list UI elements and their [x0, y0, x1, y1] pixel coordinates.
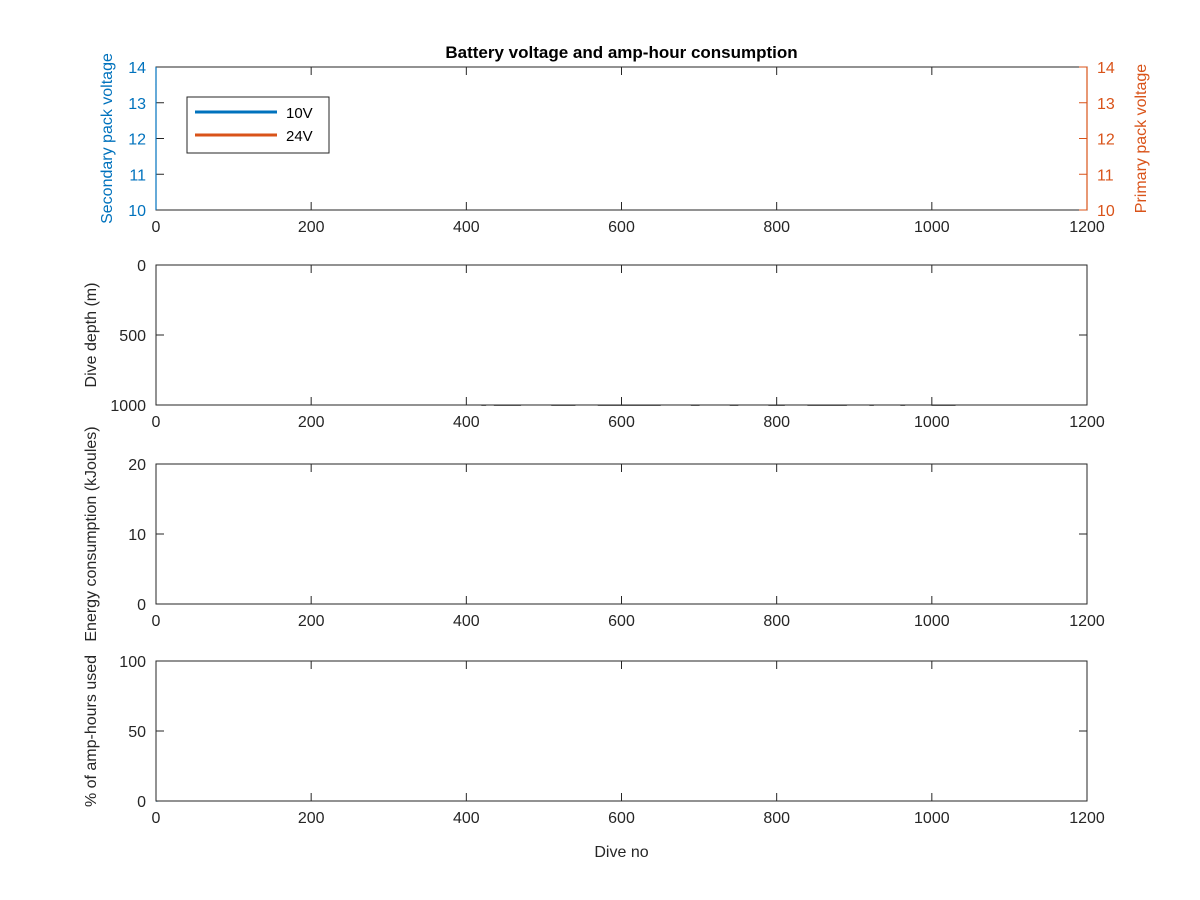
x-tick-label: 600: [608, 414, 635, 431]
x-tick-label: 800: [763, 613, 790, 630]
subplot-3: 0 200 400 600 800 1000 1200 0 10 20 Energy consump…: [83, 426, 1105, 641]
x-tick-label: 400: [453, 810, 480, 827]
y-right-tick-label: 11: [1097, 167, 1114, 184]
y-right-tick-label: 13: [1097, 96, 1115, 113]
legend-label-2: 24V: [286, 128, 313, 145]
y-tick-label: 500: [119, 328, 146, 345]
subplot-1: 0 200 400 600 800 1000 12001011121314Secondary…: [99, 43, 1150, 236]
subplot-2: 0 200 400 600 800 1000 1200 0 500 1000 Dive depth …: [83, 258, 1105, 431]
y-tick-label: 13: [128, 96, 146, 113]
x-tick-label: 0: [152, 810, 161, 827]
x-tick-label: 600: [608, 810, 635, 827]
y-axis-label: Dive depth (m): [83, 283, 100, 388]
x-tick-label: 1200: [1069, 414, 1105, 431]
y-right-tick-label: 10: [1097, 203, 1115, 220]
y-right-tick-label: 14: [1097, 60, 1115, 77]
y-tick-label: 0: [137, 258, 146, 275]
x-tick-label: 1200: [1069, 219, 1105, 236]
x-tick-label: 800: [763, 414, 790, 431]
x-tick-label: 400: [453, 613, 480, 630]
x-tick-label: 1000: [914, 613, 950, 630]
x-tick-label: 200: [298, 219, 325, 236]
y-axis-label: Secondary pack voltage: [99, 53, 116, 224]
x-tick-label: 200: [298, 613, 325, 630]
x-tick-label: 1200: [1069, 810, 1105, 827]
y-tick-label: 0: [137, 794, 146, 811]
x-tick-label: 0: [152, 613, 161, 630]
x-tick-label: 200: [298, 414, 325, 431]
x-tick-label: 800: [763, 810, 790, 827]
x-tick-label: 0: [152, 414, 161, 431]
axes-box: [155, 463, 1088, 605]
x-tick-label: 1200: [1069, 613, 1105, 630]
y-tick-label: 100: [119, 654, 146, 671]
x-tick-label: 600: [608, 219, 635, 236]
x-tick-label: 0: [152, 219, 161, 236]
x-tick-label: 1000: [914, 219, 950, 236]
x-tick-label: 400: [453, 219, 480, 236]
x-axis-label: Dive no: [594, 844, 648, 861]
x-tick-label: 200: [298, 810, 325, 827]
y-tick-label: 10: [128, 527, 146, 544]
x-tick-label: 1000: [914, 810, 950, 827]
axes-box: [155, 660, 1088, 802]
axes-box: [155, 264, 1088, 406]
y-tick-label: 14: [128, 60, 146, 77]
subplot-4: 0 200 400 600 800 1000 1200 0 50 100 % of amp-hour…: [83, 654, 1105, 861]
y-tick-label: 1000: [110, 398, 146, 415]
y-tick-label: 0: [137, 597, 146, 614]
y-right-tick-label: 12: [1097, 132, 1115, 149]
x-tick-label: 400: [453, 414, 480, 431]
x-tick-label: 600: [608, 613, 635, 630]
y-tick-label: 10: [128, 203, 146, 220]
y-axis-label: Energy consumption (kJoules): [83, 426, 100, 641]
y-axis-label: % of amp-hours used: [83, 655, 100, 807]
x-tick-label: 800: [763, 219, 790, 236]
y-right-axis-label: Primary pack voltage: [1133, 64, 1150, 213]
y-tick-label: 12: [128, 132, 146, 149]
legend-label-1: 10V: [286, 105, 313, 122]
x-tick-label: 1000: [914, 414, 950, 431]
y-tick-label: 20: [128, 457, 146, 474]
y-tick-label: 11: [129, 167, 146, 184]
chart-title: Battery voltage and amp-hour consumption: [445, 43, 797, 62]
y-tick-label: 50: [128, 724, 146, 741]
legend-box: [186, 96, 330, 154]
